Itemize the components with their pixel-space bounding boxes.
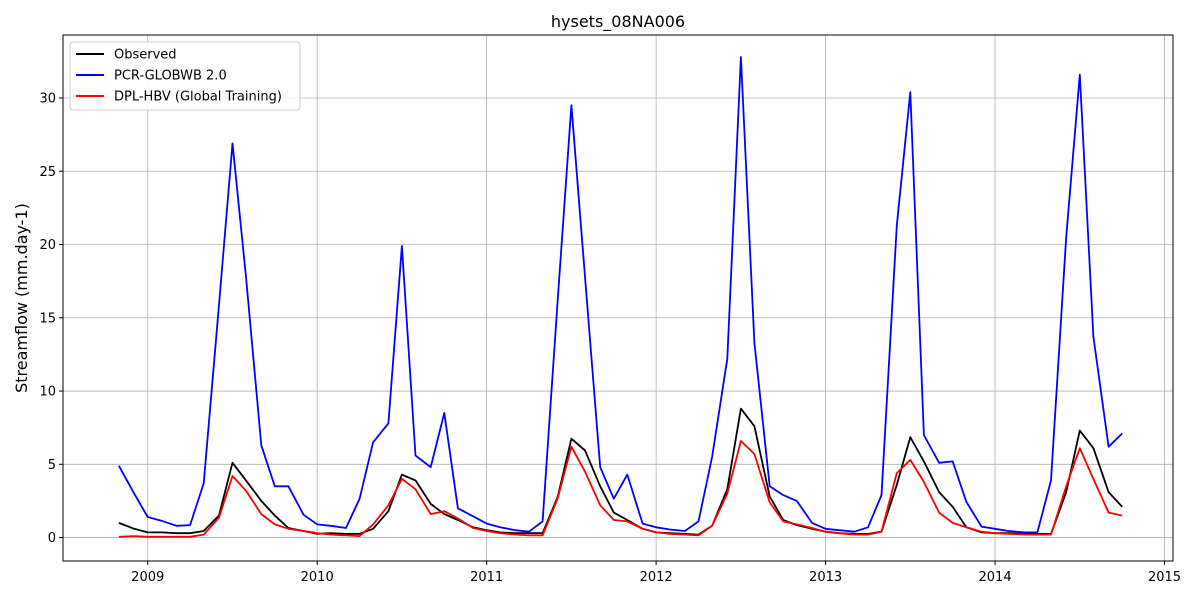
y-axis-label: Streamflow (mm.day-1)	[12, 203, 31, 393]
x-tick-label: 2009	[131, 570, 164, 585]
series-line-observed	[118, 407, 1123, 536]
y-tick-label: 0	[48, 531, 56, 546]
plot-frame	[62, 34, 1174, 562]
y-tick-label: 5	[48, 458, 56, 473]
x-tick-label: 2014	[979, 570, 1012, 585]
series-line-dpl-hbv-global-training	[118, 439, 1123, 538]
x-tick-label: 2013	[809, 570, 842, 585]
y-tick-label: 20	[39, 238, 56, 253]
legend-label: PCR-GLOBWB 2.0	[114, 69, 227, 84]
y-tick-label: 25	[39, 165, 56, 180]
chart-title: hysets_08NA006	[551, 12, 685, 32]
legend-label: Observed	[114, 48, 177, 63]
series-lines	[118, 56, 1123, 538]
y-tick-label: 10	[39, 385, 56, 400]
grid	[63, 35, 1173, 561]
x-axis-ticks: 2009 2010 2011 2012 2013 2014 2015	[131, 561, 1181, 585]
series-line-pcr-globwb-2-0	[118, 56, 1123, 534]
legend: Observed PCR-GLOBWB 2.0 DPL-HBV (Global Tr…	[69, 41, 301, 111]
x-tick-label: 2015	[1148, 570, 1181, 585]
y-tick-label: 30	[39, 92, 56, 107]
y-tick-label: 15	[39, 311, 56, 326]
x-tick-label: 2011	[470, 570, 503, 585]
legend-label: DPL-HBV (Global Training)	[114, 90, 282, 105]
x-tick-label: 2010	[301, 570, 334, 585]
legend-box	[69, 41, 301, 111]
y-axis-ticks: 0 5 10 15 20 25 30	[39, 92, 63, 546]
x-tick-label: 2012	[640, 570, 673, 585]
